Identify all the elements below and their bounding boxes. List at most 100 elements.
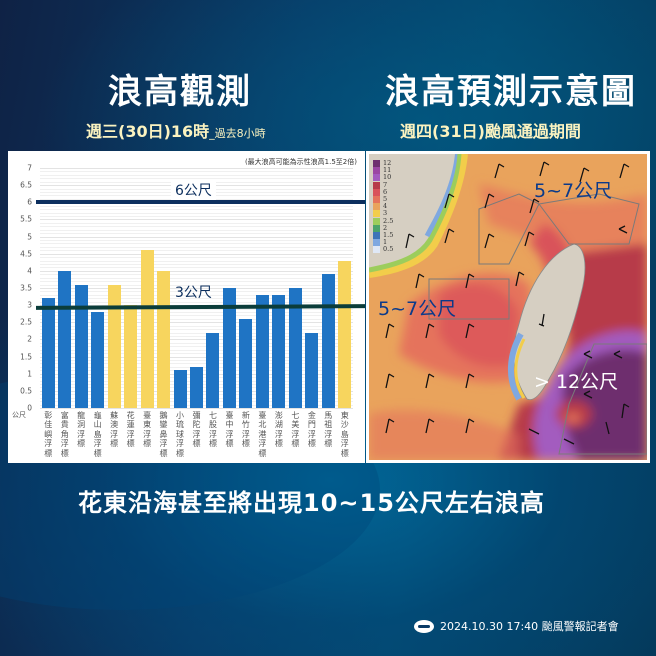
- x-axis-label: 富貴角浮標: [60, 411, 69, 458]
- y-tick-label: 1.5: [20, 352, 32, 362]
- gridline: [40, 284, 353, 286]
- bar: [338, 260, 352, 408]
- gridline: [40, 209, 353, 211]
- bar: [124, 305, 138, 408]
- legend-swatch: [373, 167, 380, 175]
- gridline: [40, 212, 353, 214]
- x-axis-label: 彰佳嶼浮標: [44, 411, 53, 458]
- gridline: [40, 318, 353, 320]
- legend-label: 1.5: [383, 231, 394, 239]
- bar: [272, 294, 286, 408]
- legend-swatch: [373, 188, 380, 196]
- gridline: [40, 222, 353, 224]
- legend-label: 5: [383, 195, 388, 203]
- y-tick-label: 6: [27, 197, 32, 207]
- gridline: [40, 171, 353, 173]
- legend-label: 6: [383, 187, 388, 196]
- observation-subtitle: 週三(30日)16時_過去8小時: [86, 118, 266, 142]
- y-tick-label: 0.5: [20, 386, 32, 396]
- legend-swatch: [373, 160, 380, 167]
- legend-swatch: [373, 210, 380, 218]
- gridline: [40, 274, 353, 276]
- reference-label-3m: 3公尺: [175, 285, 212, 302]
- gridline: [40, 205, 353, 207]
- legend-label: 3: [383, 209, 388, 218]
- observation-period: _過去8小時: [209, 127, 266, 140]
- gridline: [40, 353, 353, 355]
- y-tick-label: 3.5: [20, 283, 32, 293]
- observation-title: 浪高觀測: [108, 72, 252, 112]
- legend-label: 2: [383, 223, 388, 232]
- map-label-north: 5~7公尺: [534, 180, 613, 202]
- legend-swatch: [373, 203, 380, 211]
- x-axis-label: 七美浮標: [291, 411, 300, 449]
- x-axis-label: 龍洞浮標: [77, 411, 86, 449]
- gridline: [40, 360, 353, 361]
- y-tick-label: 2.5: [20, 317, 32, 327]
- x-axis-label: 七股浮標: [208, 411, 217, 449]
- forecast-subtitle: 週四(31日)颱風通過期間: [400, 122, 581, 141]
- y-tick-label: 1: [27, 369, 32, 379]
- y-tick-label: 3: [27, 300, 32, 310]
- bar: [222, 288, 236, 408]
- gridline: [40, 226, 353, 228]
- bar: [140, 250, 154, 408]
- x-axis-label: 蘇澳浮標: [110, 411, 119, 449]
- legend-label: 0.5: [383, 245, 394, 254]
- gridline: [40, 356, 353, 358]
- y-tick-label: 5: [27, 232, 32, 242]
- legend-swatch: [373, 217, 380, 225]
- gridline: [40, 264, 353, 265]
- bar: [91, 312, 105, 408]
- gridline: [40, 267, 353, 269]
- gridline: [40, 312, 353, 313]
- y-tick-label: 6.5: [20, 180, 32, 190]
- gridline: [40, 349, 353, 351]
- x-axis-label: 彌陀浮標: [192, 411, 201, 449]
- gridline: [40, 339, 353, 341]
- gridline: [40, 332, 353, 334]
- gridline: [40, 260, 353, 262]
- gridline: [40, 219, 353, 221]
- gridline: [40, 240, 353, 241]
- gridline: [40, 233, 353, 235]
- gridline: [40, 236, 353, 238]
- gridline: [40, 325, 353, 327]
- gridline: [40, 322, 353, 324]
- legend-swatch: [373, 196, 380, 203]
- cwa-logo-icon: [414, 619, 434, 633]
- gridline: [40, 253, 353, 255]
- reference-line-6m: [36, 200, 365, 205]
- y-tick-label: 7: [27, 163, 32, 173]
- x-axis-label: 小琉球浮標: [176, 411, 185, 458]
- x-axis-labels: 彰佳嶼浮標 富貴角浮標 龍洞浮標 龜山島浮標 蘇澳浮標 花蓮浮標 臺東浮標 鵝鑾鼻浮標 小琉球浮…: [40, 411, 353, 461]
- bar: [305, 332, 319, 408]
- y-tick-label: 2: [27, 334, 32, 344]
- chart-plot-area: 0 0.5 1 1.5 2 2.5 3 3.5 4 4.5 5 5.5 6 6.5 7 6公尺 3公尺: [20, 164, 366, 413]
- x-axis-label: 馬祖浮標: [324, 411, 333, 449]
- bar: [190, 366, 203, 408]
- y-tick-label: 0: [27, 403, 32, 413]
- gridline: [40, 308, 353, 310]
- legend-label: 11: [383, 166, 392, 175]
- legend-label: 12: [383, 159, 392, 167]
- gridline: [40, 216, 353, 217]
- x-axis-label: 龜山島浮標: [93, 411, 102, 458]
- wave-height-field: [369, 154, 647, 460]
- y-tick-label: 5.5: [20, 214, 32, 224]
- legend-swatch: [373, 239, 380, 247]
- footer: 2024.10.30 17:40 颱風警報記者會: [414, 618, 619, 634]
- legend-swatch: [373, 224, 380, 232]
- headline: 花東沿海甚至將出現10~15公尺左右浪高: [78, 489, 545, 517]
- bar: [74, 284, 88, 408]
- legend-label: 7: [383, 180, 388, 189]
- y-tick-label: 4.5: [20, 249, 32, 259]
- wave-forecast-map: 12 11 10 7 6 5 4 3 2.5 2 1.5 1 0.5 5~7公尺 5~7公尺 > 12公…: [369, 154, 647, 460]
- forecast-title: 浪高預測示意圖: [385, 72, 637, 112]
- bar: [107, 284, 121, 408]
- gridline: [40, 346, 353, 348]
- legend-label: 1: [383, 238, 388, 247]
- gridline: [40, 243, 353, 245]
- gridline: [40, 336, 353, 337]
- map-label-east: > 12公尺: [534, 371, 619, 393]
